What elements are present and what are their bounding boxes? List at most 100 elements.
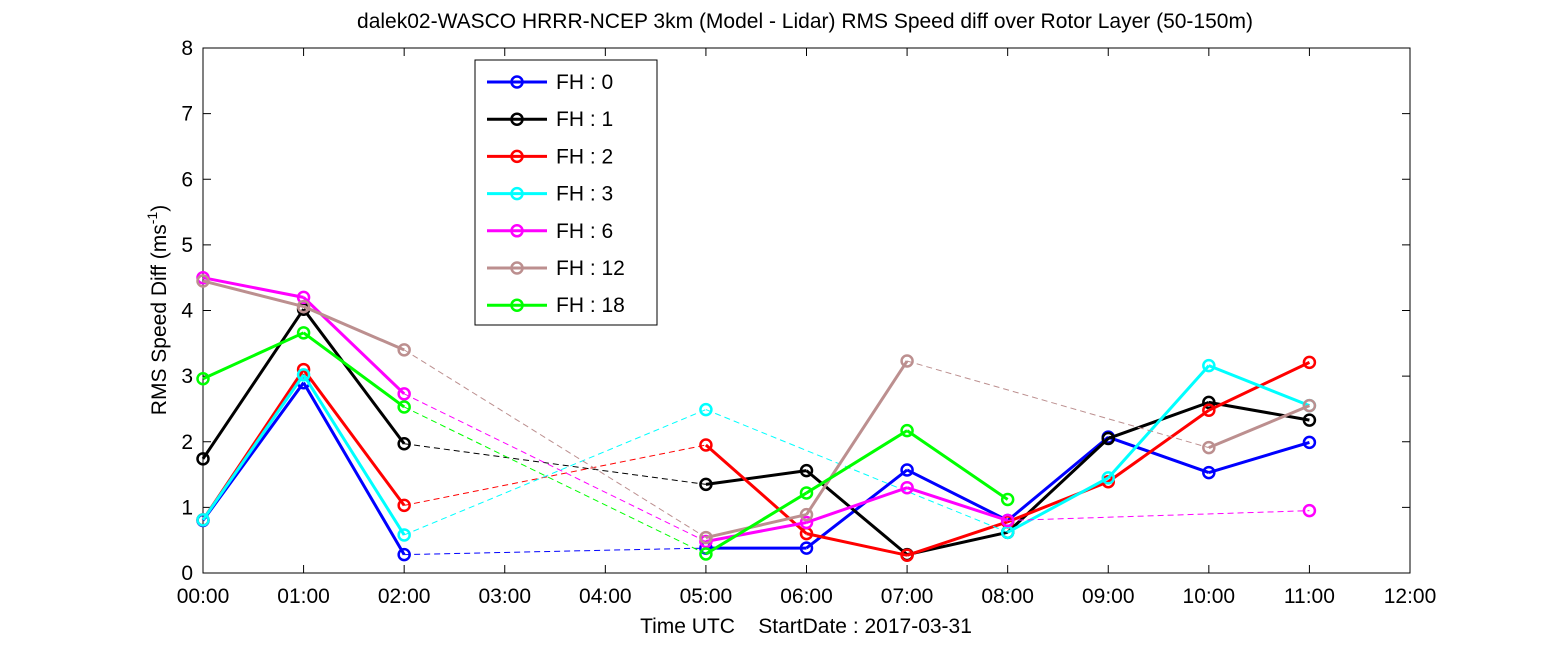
series-segment [1006, 476, 1109, 534]
data-point [799, 507, 814, 522]
legend-swatch-marker [510, 75, 524, 89]
series-segment [806, 532, 908, 557]
x-tick-label: 01:00 [277, 585, 330, 608]
data-point [900, 423, 914, 438]
series-segment [202, 279, 304, 309]
series-segment [1208, 404, 1310, 450]
series-segment [906, 429, 1009, 501]
x-tick-label: 03:00 [478, 585, 531, 608]
y-tick-label: 3 [181, 365, 193, 388]
legend-label: FH : 1 [556, 108, 613, 131]
series-gap-segment [403, 409, 707, 536]
y-axis: 0 1 2 3 4 5 6 7 8 [181, 37, 1410, 585]
series-segment [302, 368, 406, 507]
series-segment [906, 520, 1009, 557]
data-point [1202, 395, 1216, 410]
y-tick-label: 1 [181, 496, 193, 519]
series-segment [1107, 409, 1210, 484]
data-point [1202, 465, 1216, 480]
data-point [1202, 358, 1216, 373]
legend-swatch-marker [510, 186, 524, 201]
series-segment [202, 276, 304, 299]
series-gap-segment [403, 349, 707, 538]
series-segment [302, 374, 406, 536]
series-segment [705, 491, 808, 556]
series-segment [201, 308, 305, 460]
data-point [900, 480, 914, 495]
legend-swatch-marker [510, 224, 524, 238]
series-segment [302, 305, 405, 352]
x-tick-label: 07:00 [881, 585, 934, 608]
data-point [699, 547, 713, 561]
legend-swatch-marker [510, 298, 524, 312]
series-segment [805, 429, 908, 495]
series-gap-segment [404, 444, 707, 506]
series-segment [1107, 364, 1210, 479]
legend-label: FH : 18 [556, 294, 625, 317]
data-point [1000, 513, 1015, 528]
y-tick-label: 0 [181, 562, 193, 585]
series-segment [906, 468, 1009, 522]
series-segment [806, 486, 908, 524]
legend-swatch-marker [510, 261, 524, 275]
data-point [296, 326, 311, 340]
data-point [1000, 492, 1015, 507]
data-point [1302, 398, 1317, 413]
series-segment [302, 381, 406, 556]
series-segment [1107, 435, 1210, 475]
series-gap-segment [403, 406, 707, 555]
y-tick-label: 8 [181, 37, 193, 60]
data-point [196, 452, 210, 466]
data-point [699, 438, 713, 452]
y-tick-label: 6 [181, 168, 193, 191]
y-tick-label: 5 [181, 234, 193, 257]
series [196, 270, 1317, 549]
data-point [397, 436, 411, 451]
series [196, 302, 1317, 562]
series-segment [1208, 400, 1310, 422]
series-segment [705, 513, 807, 540]
data-point [1302, 435, 1317, 450]
y-axis-label-superscript: -1 [144, 212, 160, 225]
series-gap-segment [705, 409, 1008, 533]
series [196, 274, 1317, 545]
legend-label: FH : 3 [556, 183, 613, 206]
series-gap-segment [403, 393, 707, 542]
data-point [196, 372, 210, 386]
series-segment [302, 331, 406, 409]
legend: FH : 0 FH : 1 FH : 2 FH : 3 FH : 6 FH : 12 FH … [474, 59, 658, 326]
y-tick-label: 7 [181, 103, 193, 126]
data-point [397, 400, 411, 414]
x-axis: 00:00 01:00 02:00 03:00 04:00 05:00 06:00 07:00… [177, 48, 1437, 608]
data-point [799, 515, 814, 530]
data-point [397, 528, 411, 542]
data-point [397, 343, 411, 357]
data-point [900, 548, 914, 563]
series-gap-segment [404, 443, 706, 485]
data-point [1101, 431, 1115, 446]
x-tick-label: 02:00 [378, 585, 431, 608]
x-tick-label: 12:00 [1384, 585, 1437, 608]
legend-label: FH : 0 [556, 71, 613, 94]
data-point [699, 477, 713, 492]
series [196, 375, 1317, 562]
x-tick-label: 09:00 [1082, 585, 1135, 608]
x-axis-label: Time UTC StartDate : 2017-03-31 [640, 615, 972, 638]
legend-label: FH : 6 [556, 220, 613, 243]
series-segment [805, 360, 909, 516]
data-point [397, 498, 411, 513]
x-tick-label: 11:00 [1284, 585, 1335, 608]
series-segment [805, 468, 909, 550]
legend-label: FH : 12 [556, 257, 625, 280]
y-axis-label-close: ) [148, 205, 171, 212]
series-segment [1208, 364, 1310, 408]
data-point [1101, 471, 1115, 485]
data-point [799, 463, 814, 478]
data-point [900, 354, 914, 368]
series-segment [705, 520, 807, 543]
series-gap-segment [404, 547, 706, 556]
y-tick-label: 4 [181, 300, 193, 323]
x-tick-label: 00:00 [177, 585, 230, 608]
series-segment [705, 469, 807, 486]
series-gap-segment [1007, 510, 1310, 521]
